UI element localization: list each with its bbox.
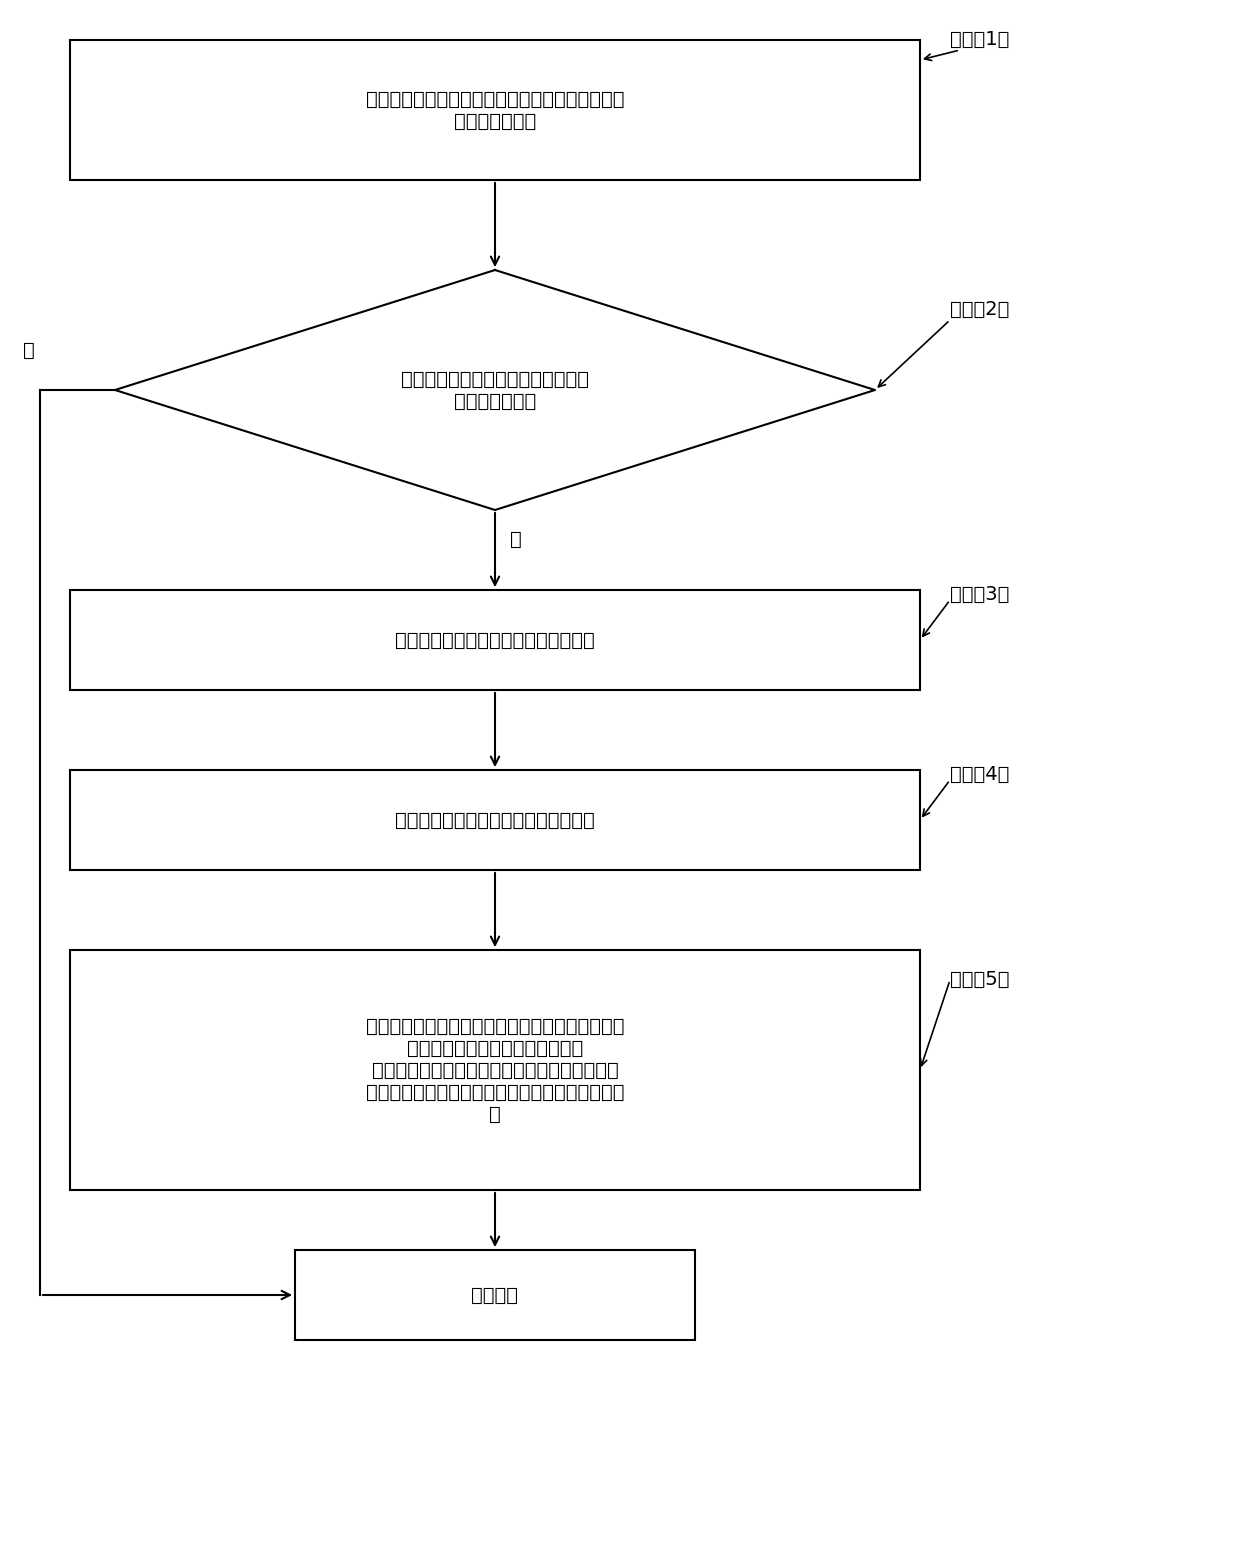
Bar bbox=[69, 770, 920, 870]
Text: 是: 是 bbox=[510, 530, 522, 549]
Text: 步骤（3）: 步骤（3） bbox=[950, 584, 1009, 604]
Text: 结束操作: 结束操作 bbox=[471, 1286, 518, 1305]
Text: 由所述半波长输电线路的稳态量阻抗和变化量阻抗
组成所述半波长输电线路的单端量
自伴随阻抗，根据所述半波长输电线路的单端量
自伴随阻抗开放所述半波长输电线路的继电: 由所述半波长输电线路的稳态量阻抗和变化量阻抗 组成所述半波长输电线路的单端量 自… bbox=[366, 1017, 624, 1124]
Bar bbox=[69, 949, 920, 1190]
Bar bbox=[69, 591, 920, 690]
Text: 确定所述半波长输电线路的稳态量阻抗: 确定所述半波长输电线路的稳态量阻抗 bbox=[396, 631, 595, 649]
Text: 步骤（4）: 步骤（4） bbox=[950, 765, 1009, 784]
Text: 否: 否 bbox=[24, 342, 35, 360]
Text: 步骤（5）: 步骤（5） bbox=[950, 969, 1009, 989]
Bar bbox=[295, 1251, 694, 1340]
Text: 确定所述半波长输电线路的变化量阻抗: 确定所述半波长输电线路的变化量阻抗 bbox=[396, 810, 595, 830]
Bar bbox=[69, 40, 920, 179]
Text: 步骤（1）: 步骤（1） bbox=[950, 29, 1009, 49]
Text: 获取半波长输电线路的继电保护装置安装侧的三相
电流和三相电压: 获取半波长输电线路的继电保护装置安装侧的三相 电流和三相电压 bbox=[366, 90, 624, 130]
Text: 步骤（2）: 步骤（2） bbox=[950, 300, 1009, 318]
Text: 判断所述半波长输电线路的启动量是
否满足启动条件: 判断所述半波长输电线路的启动量是 否满足启动条件 bbox=[401, 369, 589, 411]
